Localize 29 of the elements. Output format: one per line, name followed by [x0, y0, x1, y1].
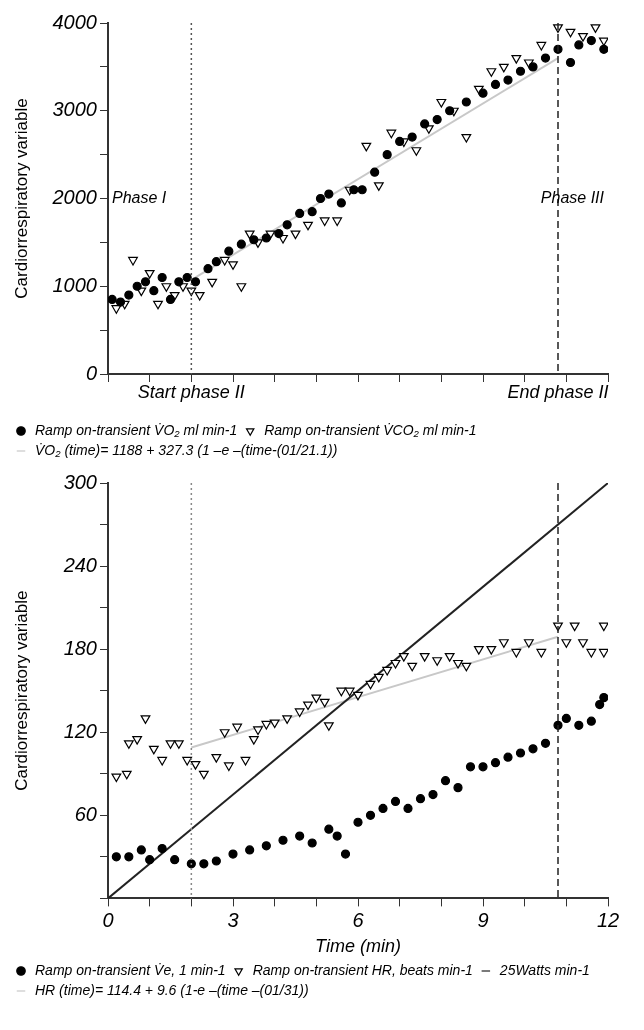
x-tick-label: 6: [352, 908, 365, 931]
x-tick-label: 9: [477, 908, 489, 931]
y-tick-label: 120: [63, 719, 97, 742]
y-tick-label: 180: [63, 636, 97, 659]
y-tick-label: 60: [74, 802, 97, 825]
y-tick-label: 300: [63, 470, 97, 493]
x-tick-label: 0: [102, 908, 114, 931]
legend-label: HR (time)= 114.4 + 9.6 (1-e –(time –(01/31)): [35, 981, 309, 998]
y-tick-label: 1000: [52, 273, 97, 296]
annotation: Phase III: [540, 188, 605, 206]
y-tick-label: 3000: [52, 98, 97, 121]
legend-label: Ramp on-transient V̇O₂ ml min-1: [35, 421, 238, 438]
y-tick-label: 2000: [51, 186, 97, 209]
y-axis-title: Cardiorrespiratory variable: [11, 590, 31, 791]
annotation: Phase I: [112, 188, 167, 206]
legend-label: Ramp on-transient HR, beats min-1: [252, 961, 473, 978]
legend-label: Ramp on-transient V̇e, 1 min-1: [35, 961, 226, 978]
y-tick-label: 4000: [52, 10, 97, 33]
ref-line-label: End phase II: [507, 382, 609, 402]
legend-label: V̇O₂ (time)= 1188 + 327.3 (1 –e –(time-(01/21.1)): [35, 441, 338, 458]
x-tick-label: 3: [227, 908, 239, 931]
y-axis-title: Cardiorrespiratory variable: [11, 98, 31, 299]
x-tick-label: 12: [596, 908, 620, 931]
legend-label: 25Watts min-1: [498, 961, 590, 978]
legend-label: Ramp on-transient V̇CO₂ ml min-1: [264, 421, 477, 438]
x-axis-title: Time (min): [315, 936, 401, 957]
y-tick-label: 0: [85, 361, 97, 384]
y-tick-label: 240: [62, 553, 97, 576]
ref-line-label: Start phase II: [137, 382, 245, 402]
